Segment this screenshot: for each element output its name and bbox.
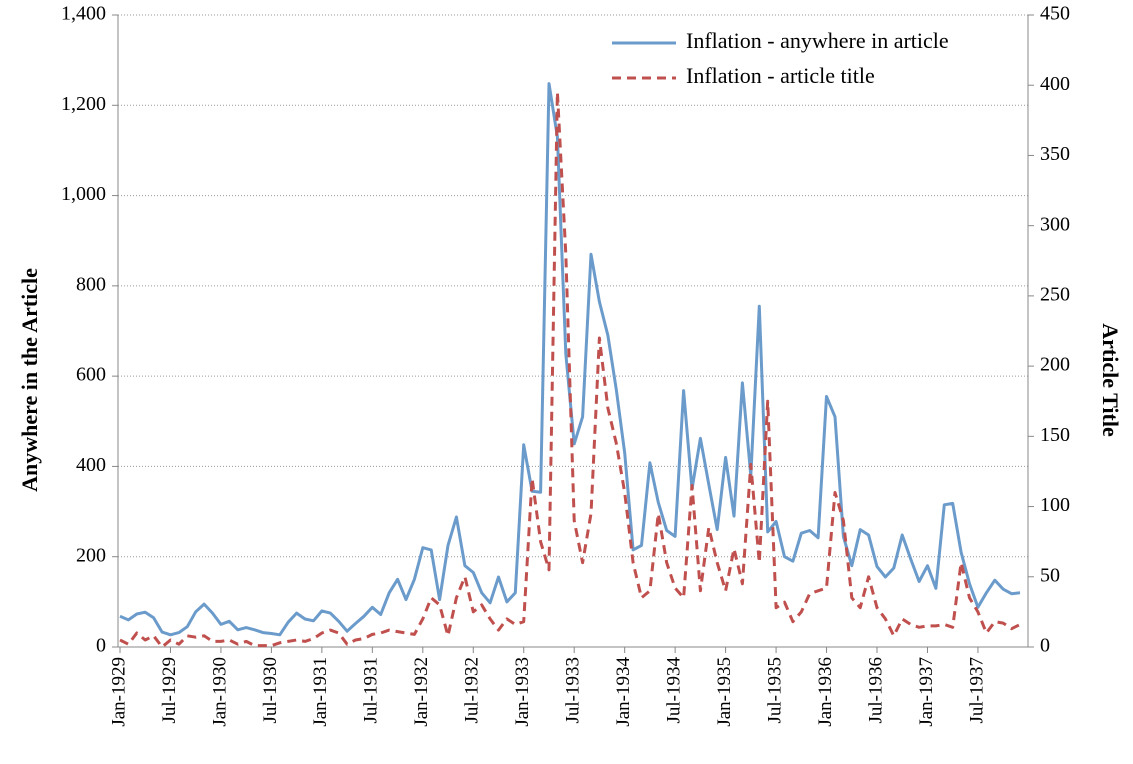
x-tick-label: Jan-1933 [512,657,533,727]
x-tick-label: Jul-1935 [764,657,785,724]
y2-tick-label: 300 [1040,213,1070,235]
x-tick-label: Jan-1932 [411,657,432,727]
y2-axis-title: Article Title [1098,323,1123,437]
x-tick-label: Jan-1930 [209,657,230,727]
x-tick-label: Jul-1933 [563,657,584,724]
y2-tick-label: 100 [1040,494,1070,516]
x-tick-label: Jul-1930 [260,657,281,724]
y2-tick-label: 150 [1040,424,1070,446]
x-tick-label: Jul-1936 [865,657,886,724]
x-tick-label: Jul-1931 [361,657,382,724]
series-line [119,90,1021,649]
y-tick-label: 1,000 [61,183,106,205]
y-tick-label: 1,400 [61,3,106,25]
x-tick-label: Jul-1937 [966,657,987,724]
x-tick-label: Jul-1929 [159,657,180,724]
series-line [119,82,1021,637]
y2-tick-label: 350 [1040,143,1070,165]
x-tick-label: Jan-1934 [613,657,634,727]
x-tick-label: Jan-1931 [310,657,331,727]
legend-label: Inflation - article title [686,63,875,88]
legend-label: Inflation - anywhere in article [686,28,949,53]
y-tick-label: 1,200 [61,93,106,115]
y-tick-label: 800 [76,273,106,295]
x-tick-label: Jul-1934 [663,657,684,724]
y2-tick-label: 50 [1040,564,1060,586]
y-tick-label: 0 [96,635,106,657]
x-tick-label: Jan-1936 [815,657,836,727]
y-tick-label: 400 [76,454,106,476]
y2-tick-label: 450 [1040,3,1070,25]
y-axis-title: Anywhere in the Article [17,268,42,492]
y2-tick-label: 250 [1040,283,1070,305]
x-tick-label: Jan-1929 [108,657,129,727]
x-tick-label: Jan-1935 [714,657,735,727]
x-tick-label: Jan-1937 [916,657,937,727]
y2-tick-label: 400 [1040,73,1070,95]
y2-tick-label: 0 [1040,635,1050,657]
y-tick-label: 200 [76,544,106,566]
y-tick-label: 600 [76,364,106,386]
y2-tick-label: 200 [1040,354,1070,376]
x-tick-label: Jul-1932 [462,657,483,724]
